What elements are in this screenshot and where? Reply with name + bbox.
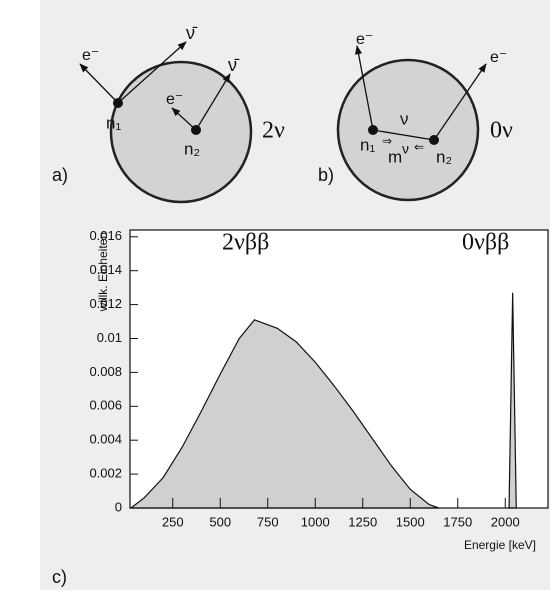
y-tick-label: 0 [115, 499, 122, 514]
panel-label: b) [318, 165, 334, 185]
y-tick-label: 0.016 [89, 228, 122, 243]
particle-label: ν [400, 109, 409, 128]
process-label: 2ν [262, 118, 285, 144]
particle-label: e⁻ [490, 49, 507, 66]
nucleons [113, 98, 439, 145]
x-tick-label: 1250 [348, 514, 377, 529]
panel-label: a) [52, 165, 68, 185]
y-tick-label: 0.002 [89, 466, 122, 481]
y-tick-label: 0.006 [89, 398, 122, 413]
y-tick-label: 0.012 [89, 296, 122, 311]
particle-label: n₁ [360, 135, 375, 154]
nucleus-b [336, 58, 480, 202]
y-tick-label: 0.014 [89, 262, 122, 277]
x-tick-label: 2000 [491, 514, 520, 529]
particle-label: n₂ [436, 147, 452, 166]
x-tick-label: 250 [162, 514, 184, 529]
x-tick-label: 1000 [301, 514, 330, 529]
particle-label: n₂ [184, 139, 200, 158]
y-axis-label: willk. Einheiten [96, 232, 110, 312]
series-label: 2νββ [222, 230, 269, 256]
panel-label: c) [52, 567, 67, 587]
process-label: 0ν [490, 118, 513, 144]
plot-frame [129, 229, 549, 509]
y-tick-label: 0.008 [89, 364, 122, 379]
particle-label: e⁻ [356, 31, 373, 48]
x-tick-label: 1500 [396, 514, 425, 529]
y-tick-label: 0.01 [97, 330, 122, 345]
nucleus-a [109, 60, 253, 204]
series-label: 0νββ [462, 230, 509, 256]
particle-label: ν [402, 141, 409, 157]
x-axis-label: Energie [keV] [464, 538, 536, 552]
particle-label: e⁻ [82, 47, 99, 64]
x-tick-label: 500 [209, 514, 231, 529]
particle-label: e⁻ [166, 91, 183, 108]
arrow-right: ⇒ [382, 134, 392, 148]
arrows [79, 41, 487, 141]
particle-label: m [388, 147, 402, 166]
y-tick-label: 0.004 [89, 432, 122, 447]
x-tick-label: 1750 [443, 514, 472, 529]
arrow-left: ⇐ [414, 140, 424, 154]
x-tick-label: 750 [257, 514, 279, 529]
area [129, 319, 439, 509]
particle-label: n₁ [106, 113, 121, 132]
